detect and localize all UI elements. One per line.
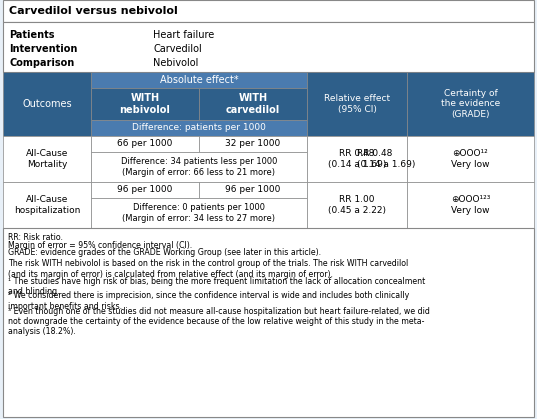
Bar [407,136,534,182]
Bar [91,72,307,88]
Bar [307,182,407,228]
Text: Carvedilol versus nebivolol: Carvedilol versus nebivolol [9,6,178,16]
Text: Comparison: Comparison [9,58,74,68]
Bar [91,198,307,228]
Text: Margin of error = 95% confidence interval (CI).: Margin of error = 95% confidence interva… [8,241,192,249]
Text: Relative effect
(95% CI): Relative effect (95% CI) [324,94,390,114]
Text: ⊕OOO¹²³
Very low: ⊕OOO¹²³ Very low [451,195,490,215]
Text: 32 per 1000: 32 per 1000 [226,140,281,148]
Text: 96 per 1000: 96 per 1000 [117,186,173,194]
Text: ² We considered there is imprecision, since the confidence interval is wide and : ² We considered there is imprecision, si… [8,292,409,311]
Text: Difference: 0 patients per 1000
(Margin of error: 34 less to 27 more): Difference: 0 patients per 1000 (Margin … [122,203,275,223]
Text: WITH
nebivolol: WITH nebivolol [120,93,170,115]
Text: RR: Risk ratio.: RR: Risk ratio. [8,233,63,242]
Text: All-Cause
Mortality: All-Cause Mortality [26,149,68,169]
Bar [91,120,307,136]
Bar [307,136,407,182]
Bar [91,136,199,152]
Bar [3,72,91,136]
Text: ³ Even though one of the studies did not measure all-cause hospitalization but h: ³ Even though one of the studies did not… [8,307,430,336]
Text: Difference: patients per 1000: Difference: patients per 1000 [132,124,266,132]
Bar [3,182,91,228]
Text: RR 0.48
(0.14 a 1.69): RR 0.48 (0.14 a 1.69) [357,149,416,169]
Bar [3,22,534,72]
Bar [199,182,307,198]
Bar [91,152,307,182]
Text: The risk WITH nebivolol is based on the risk in the control group of the trials.: The risk WITH nebivolol is based on the … [8,259,408,279]
Text: Nebivolol: Nebivolol [153,58,198,68]
Text: Outcomes: Outcomes [22,99,72,109]
Bar [3,136,91,182]
Bar [307,72,407,136]
Text: 96 per 1000: 96 per 1000 [226,186,281,194]
Text: RR 1.00
(0.45 a 2.22): RR 1.00 (0.45 a 2.22) [328,195,386,215]
Text: 66 per 1000: 66 per 1000 [117,140,173,148]
Text: Carvedilol: Carvedilol [153,44,202,54]
Text: Certainty of
the evidence
(GRADE): Certainty of the evidence (GRADE) [441,89,500,119]
Text: Intervention: Intervention [9,44,77,54]
Bar [407,72,534,136]
Text: Patients: Patients [9,30,54,40]
Text: All-Cause
hospitalization: All-Cause hospitalization [14,195,80,215]
Text: WITH
carvedilol: WITH carvedilol [226,93,280,115]
Text: Absolute effect*: Absolute effect* [159,75,238,85]
Bar [91,182,199,198]
Text: RR 0.48
(0.14 a 1.69): RR 0.48 (0.14 a 1.69) [328,149,386,169]
Bar [199,136,307,152]
Text: GRADE: evidence grades of the GRADE Working Group (see later in this article).: GRADE: evidence grades of the GRADE Work… [8,248,321,257]
Text: ¹ The studies have high risk of bias, being the more frequent limitation the lac: ¹ The studies have high risk of bias, be… [8,277,425,296]
Bar [3,228,534,417]
Text: Heart failure: Heart failure [153,30,214,40]
Bar [407,182,534,228]
Text: ⊕OOO¹²
Very low: ⊕OOO¹² Very low [451,149,490,169]
Bar [91,88,199,120]
Text: Difference: 34 patients less per 1000
(Margin of error: 66 less to 21 more): Difference: 34 patients less per 1000 (M… [121,157,277,177]
Bar [199,88,307,120]
Bar [3,0,534,22]
